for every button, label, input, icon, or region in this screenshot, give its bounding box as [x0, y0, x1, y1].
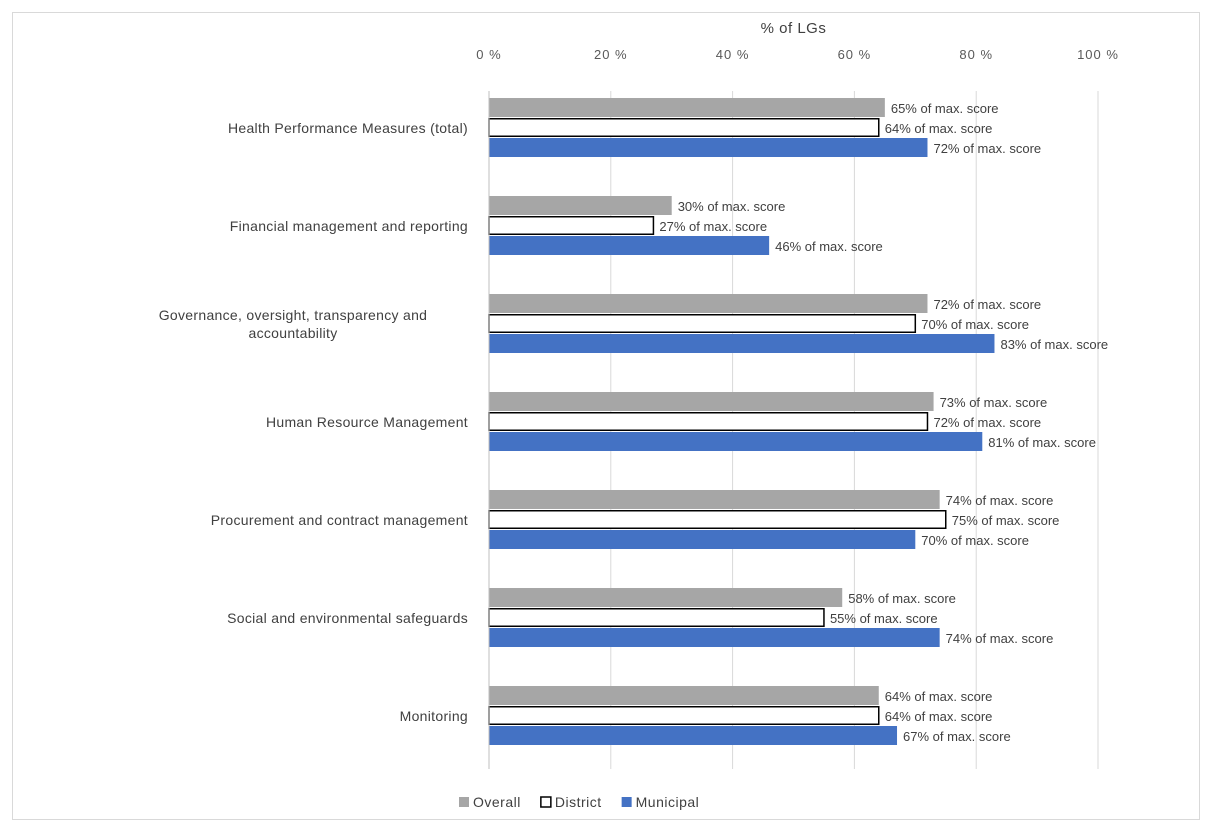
data-label: 81% of max. score [988, 435, 1096, 450]
x-axis-title: % of LGs [761, 20, 827, 37]
data-label: 73% of max. score [940, 395, 1048, 410]
data-label: 72% of max. score [933, 297, 1041, 312]
bar-overall [489, 98, 885, 117]
bar-municipal [489, 530, 916, 549]
bar-district [488, 216, 655, 235]
bar-district [488, 412, 929, 431]
data-label: 64% of max. score [885, 689, 993, 704]
legend-swatch-municipal [621, 797, 632, 807]
chart-frame: % of LGs 0 % 20 % 40 % 60 % 80 % 100 % Health P… [12, 12, 1200, 820]
data-label: 27% of max. score [659, 219, 767, 234]
bar-overall [489, 294, 928, 313]
data-label: 65% of max. score [891, 101, 999, 116]
data-label: 64% of max. score [885, 121, 993, 136]
category-label-line: accountability [248, 325, 337, 341]
bar-overall [489, 588, 843, 607]
bar-district [488, 314, 917, 333]
category-label: Social and environmental safeguards [227, 610, 468, 626]
bar-municipal [489, 726, 898, 745]
bar-chart: % of LGs 0 % 20 % 40 % 60 % 80 % 100 % Health P… [159, 20, 1119, 810]
data-label: 75% of max. score [952, 513, 1060, 528]
bar-overall [489, 392, 934, 411]
x-tick-label: 20 % [594, 47, 628, 62]
legend-label-district: District [555, 794, 602, 810]
bar-district [488, 608, 825, 627]
data-label: 70% of max. score [921, 317, 1029, 332]
data-label: 83% of max. score [1000, 337, 1108, 352]
legend-swatch-district [540, 796, 552, 808]
data-label: 74% of max. score [946, 493, 1054, 508]
data-label: 64% of max. score [885, 709, 993, 724]
category-label-line: Governance, oversight, transparency and [159, 307, 428, 323]
category-label: Procurement and contract management [211, 512, 468, 528]
bar-overall [489, 196, 672, 215]
data-label: 67% of max. score [903, 729, 1011, 744]
bar-municipal [489, 628, 940, 647]
x-tick-label: 60 % [838, 47, 872, 62]
bar-municipal [489, 432, 983, 451]
data-label: 74% of max. score [946, 631, 1054, 646]
bar-municipal [489, 236, 770, 255]
data-label: 58% of max. score [848, 591, 956, 606]
bar-overall [489, 490, 940, 509]
data-label: 72% of max. score [933, 141, 1041, 156]
legend-label-overall: Overall [473, 794, 521, 810]
bar-district [488, 706, 880, 725]
legend-label-municipal: Municipal [636, 794, 700, 810]
bar-overall [489, 686, 879, 705]
bar-municipal [489, 334, 995, 353]
category-label: Governance, oversight, transparency and a… [159, 307, 428, 341]
bar-district [488, 118, 880, 137]
x-tick-label: 40 % [716, 47, 750, 62]
x-tick-label: 80 % [959, 47, 993, 62]
data-label: 72% of max. score [933, 415, 1041, 430]
data-label: 30% of max. score [678, 199, 786, 214]
bar-municipal [489, 138, 928, 157]
x-tick-label: 0 % [476, 47, 501, 62]
x-tick-label: 100 % [1077, 47, 1119, 62]
category-label: Monitoring [400, 708, 468, 724]
category-label: Health Performance Measures (total) [228, 120, 468, 136]
data-label: 55% of max. score [830, 611, 938, 626]
legend-swatch-overall [459, 797, 469, 807]
data-label: 46% of max. score [775, 239, 883, 254]
bar-district [488, 510, 947, 529]
category-label: Financial management and reporting [230, 218, 468, 234]
data-label: 70% of max. score [921, 533, 1029, 548]
category-label: Human Resource Management [266, 414, 468, 430]
